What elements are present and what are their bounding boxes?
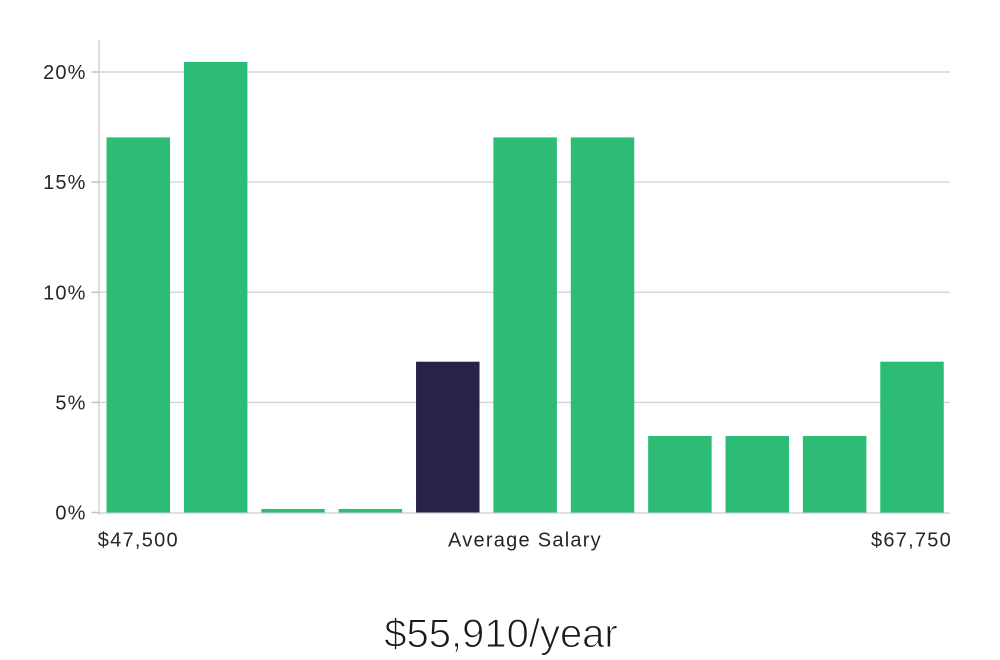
svg-text:$67,750: $67,750 (871, 530, 952, 552)
svg-text:$47,500: $47,500 (98, 530, 179, 552)
svg-text:10%: 10% (43, 282, 86, 304)
svg-text:$55,910/year: $55,910/year (384, 612, 618, 656)
svg-text:5%: 5% (55, 392, 86, 414)
svg-text:15%: 15% (43, 172, 86, 194)
svg-text:20%: 20% (43, 62, 86, 84)
svg-text:0%: 0% (55, 503, 86, 525)
svg-text:Average Salary: Average Salary (448, 530, 602, 552)
